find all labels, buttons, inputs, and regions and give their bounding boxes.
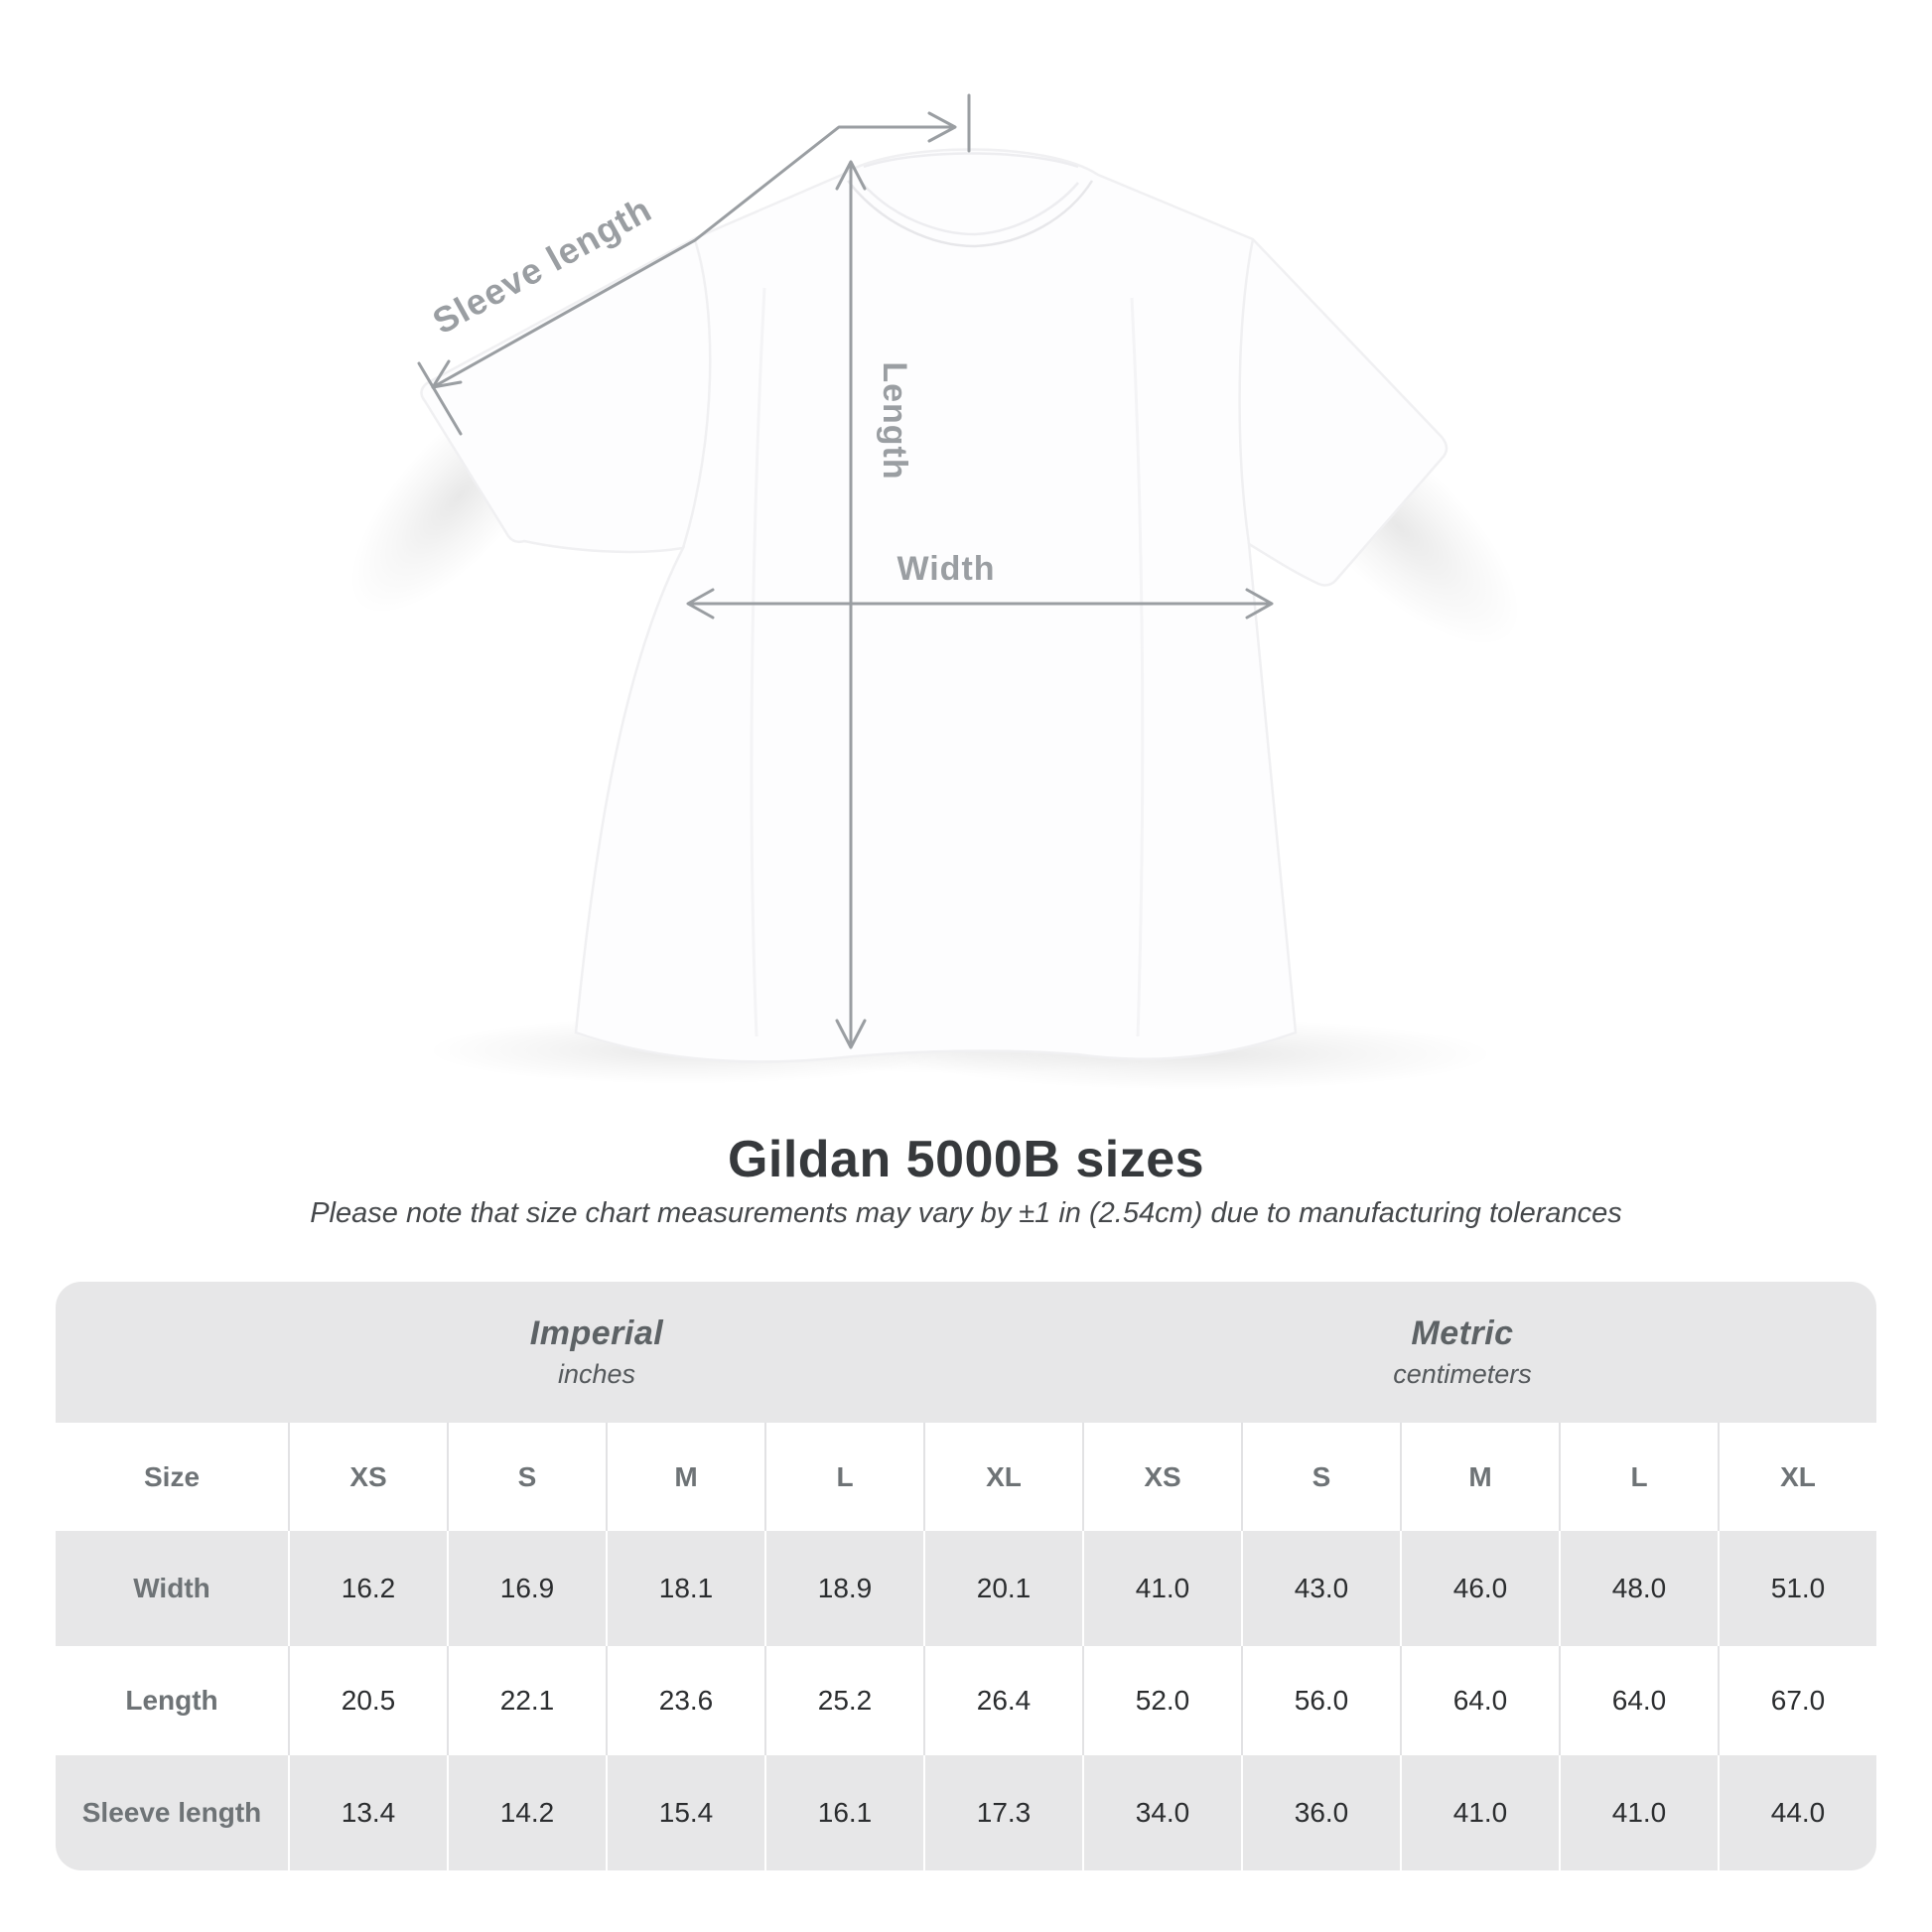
value-cell: 43.0	[1241, 1531, 1400, 1646]
value-cell: 16.1	[764, 1755, 923, 1870]
length-label: Length	[876, 361, 913, 480]
sleeve-length-arrow	[417, 93, 971, 436]
column-header: XL	[1718, 1423, 1876, 1531]
table-row-width: Width 16.2 16.9 18.1 18.9 20.1 41.0 43.0…	[56, 1531, 1876, 1646]
column-header: XL	[923, 1423, 1082, 1531]
column-header: M	[1400, 1423, 1559, 1531]
value-cell: 26.4	[923, 1646, 1082, 1755]
value-cell: 46.0	[1400, 1531, 1559, 1646]
column-header: L	[764, 1423, 923, 1531]
seams	[681, 238, 1255, 1037]
value-cell: 18.9	[764, 1531, 923, 1646]
value-cell: 14.2	[447, 1755, 606, 1870]
value-cell: 22.1	[447, 1646, 606, 1755]
column-header: XS	[1082, 1423, 1241, 1531]
size-table: Imperial inches Metric centimeters Size …	[56, 1282, 1876, 1870]
value-cell: 16.2	[288, 1531, 447, 1646]
value-cell: 41.0	[1082, 1531, 1241, 1646]
value-cell: 23.6	[606, 1646, 764, 1755]
unit-group-name: Metric	[1411, 1314, 1514, 1352]
value-cell: 51.0	[1718, 1531, 1876, 1646]
table-row-sleeve-length: Sleeve length 13.4 14.2 15.4 16.1 17.3 3…	[56, 1755, 1876, 1870]
column-header: M	[606, 1423, 764, 1531]
collar	[847, 152, 1094, 248]
value-cell: 41.0	[1559, 1755, 1718, 1870]
page-title: Gildan 5000B sizes	[727, 1131, 1205, 1188]
value-cell: 25.2	[764, 1646, 923, 1755]
column-header: S	[1241, 1423, 1400, 1531]
value-cell: 41.0	[1400, 1755, 1559, 1870]
row-label: Width	[133, 1573, 210, 1603]
tolerance-note: Please note that size chart measurements…	[310, 1197, 1622, 1229]
unit-group-unit: centimeters	[1393, 1359, 1532, 1389]
value-cell: 13.4	[288, 1755, 447, 1870]
value-cell: 64.0	[1559, 1646, 1718, 1755]
width-arrow	[686, 588, 1274, 620]
column-header: S	[447, 1423, 606, 1531]
table-header-row: Size XS S M L XL XS S M L XL	[56, 1423, 1876, 1531]
tshirt-diagram: Sleeve length Length Width	[349, 93, 1521, 1090]
value-cell: 34.0	[1082, 1755, 1241, 1870]
unit-group-name: Imperial	[529, 1314, 664, 1352]
value-cell: 67.0	[1718, 1646, 1876, 1755]
value-cell: 15.4	[606, 1755, 764, 1870]
value-cell: 36.0	[1241, 1755, 1400, 1870]
unit-group-unit: inches	[557, 1359, 636, 1389]
value-cell: 64.0	[1400, 1646, 1559, 1755]
value-cell: 18.1	[606, 1531, 764, 1646]
size-column-header: Size	[143, 1460, 201, 1492]
width-label: Width	[897, 550, 995, 588]
value-cell: 44.0	[1718, 1755, 1876, 1870]
row-label: Length	[125, 1685, 218, 1716]
unit-band: Imperial inches Metric centimeters	[56, 1282, 1876, 1423]
value-cell: 48.0	[1559, 1531, 1718, 1646]
value-cell: 16.9	[447, 1531, 606, 1646]
row-label: Sleeve length	[81, 1797, 262, 1828]
column-header: L	[1559, 1423, 1718, 1531]
value-cell: 17.3	[923, 1755, 1082, 1870]
unit-group-imperial: Imperial inches	[56, 1282, 1082, 1423]
unit-group-metric: Metric centimeters	[1082, 1282, 1876, 1423]
table-row-length: Length 20.5 22.1 23.6 25.2 26.4 52.0 56.…	[56, 1646, 1876, 1755]
value-cell: 20.1	[923, 1531, 1082, 1646]
tshirt-image	[420, 148, 1449, 1063]
value-cell: 20.5	[288, 1646, 447, 1755]
value-cell: 56.0	[1241, 1646, 1400, 1755]
value-cell: 52.0	[1082, 1646, 1241, 1755]
column-header: XS	[288, 1423, 447, 1531]
